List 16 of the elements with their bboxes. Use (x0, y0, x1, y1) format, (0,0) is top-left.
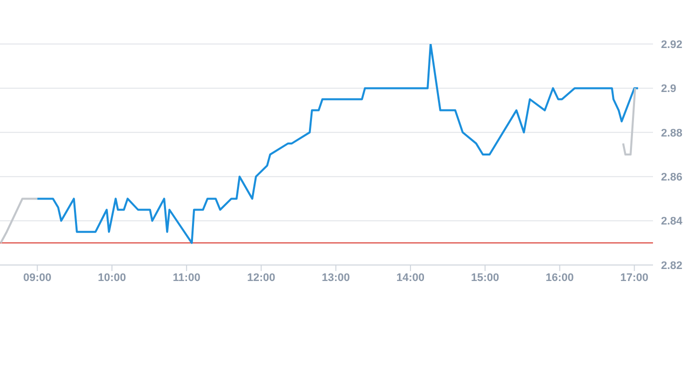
x-tick-label: 09:00 (23, 272, 52, 284)
y-tick-label: 2.88 (661, 127, 682, 140)
x-tick-label: 11:00 (172, 272, 200, 284)
x-tick-label: 12:00 (247, 272, 276, 284)
x-tick-label: 14:00 (396, 272, 425, 284)
y-tick-label: 2.82 (661, 260, 682, 272)
x-tick-label: 16:00 (546, 272, 574, 284)
x-tick-label: 15:00 (471, 272, 500, 284)
x-tick-label: 13:00 (322, 272, 350, 284)
y-tick-label: 2.92 (661, 38, 682, 51)
x-tick-label: 17:00 (620, 272, 648, 284)
y-tick-label: 2.86 (661, 172, 682, 184)
line-series (36, 44, 640, 244)
y-tick-label: 2.84 (661, 216, 684, 228)
y-tick-label: 2.9 (661, 83, 676, 96)
x-tick-label: 10:00 (98, 272, 126, 284)
